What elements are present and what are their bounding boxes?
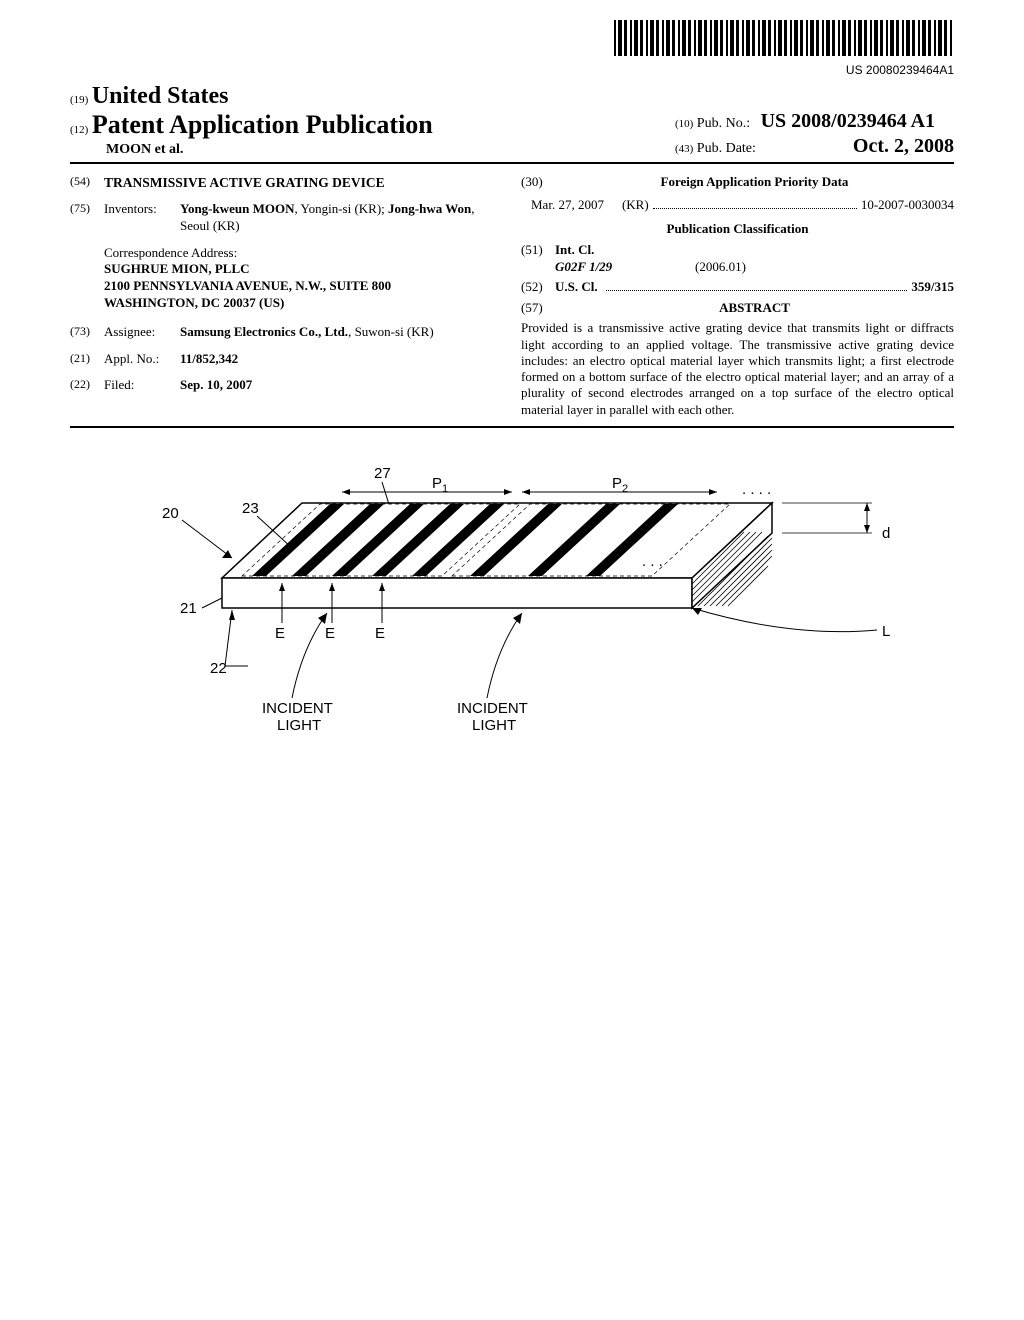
figure-svg: 27 P1 P2 . . . . [92,458,932,758]
assignee-value: Samsung Electronics Co., Ltd., Suwon-si … [180,324,503,341]
corr-l2: 2100 PENNSYLVANIA AVENUE, N.W., SUITE 80… [104,278,503,295]
incident-light-2: INCIDENT LIGHT [457,613,528,734]
corr-l1: SUGHRUE MION, PLLC [104,261,503,278]
uscl-label: U.S. Cl. [555,279,598,296]
code-75: (75) [70,201,104,234]
code-19: (19) [70,94,88,106]
barcode-block [70,20,954,61]
ref-22: 22 [210,660,227,677]
corr-l3: WASHINGTON, DC 20037 (US) [104,295,503,312]
filed-label: Filed: [104,377,180,394]
dotfill [653,197,857,208]
code-43: (43) [675,143,693,155]
header: (19) United States (12) Patent Applicati… [70,83,954,164]
svg-text:E: E [375,625,385,642]
svg-text:E: E [325,625,335,642]
barcode-number: US 20080239464A1 [70,63,954,77]
authors: MOON et al. [106,142,433,158]
inventors-value: Yong-kweun MOON, Yongin-si (KR); Jong-hw… [180,201,503,234]
pubdate-line: (43) Pub. Date: Oct. 2, 2008 [675,135,954,158]
priority-cc: (KR) [622,197,649,214]
biblio-columns: (54) TRANSMISSIVE ACTIVE GRATING DEVICE … [70,174,954,428]
code-22: (22) [70,377,104,394]
svg-text:LIGHT: LIGHT [277,717,321,734]
barcode-graphic [614,20,954,56]
intcl-year: (2006.01) [695,259,746,276]
patent-page: US 20080239464A1 (19) United States (12)… [0,0,1024,1320]
right-column: (30) Foreign Application Priority Data M… [521,174,954,418]
priority-date: Mar. 27, 2007 [531,197,604,214]
pubdate-label: Pub. Date: [697,141,756,156]
correspondence: Correspondence Address: SUGHRUE MION, PL… [104,245,503,313]
corr-header: Correspondence Address: [104,245,503,262]
abstract-text: Provided is a transmissive active gratin… [521,320,954,418]
dots-mid: . . . [642,553,663,570]
code-12: (12) [70,124,88,136]
pubno: US 2008/0239464 A1 [761,110,935,132]
title: TRANSMISSIVE ACTIVE GRATING DEVICE [104,174,503,191]
left-column: (54) TRANSMISSIVE ACTIVE GRATING DEVICE … [70,174,503,418]
inventors-label: Inventors: [104,201,180,234]
applno-value: 11/852,342 [180,351,503,368]
field-57: (57) ABSTRACT [521,300,954,317]
header-right: (10) Pub. No.: US 2008/0239464 A1 (43) P… [675,110,954,158]
field-54: (54) TRANSMISSIVE ACTIVE GRATING DEVICE [70,174,503,191]
field-75: (75) Inventors: Yong-kweun MOON, Yongin-… [70,201,503,234]
intcl-row: G02F 1/29 (2006.01) [555,259,954,276]
assignee-label: Assignee: [104,324,180,341]
code-30: (30) [521,174,555,191]
header-left: (19) United States (12) Patent Applicati… [70,83,433,158]
filed-value: Sep. 10, 2007 [180,377,503,394]
country: United States [92,83,229,109]
code-54: (54) [70,174,104,191]
ref-23: 23 [242,500,259,517]
field-22: (22) Filed: Sep. 10, 2007 [70,377,503,394]
field-73: (73) Assignee: Samsung Electronics Co., … [70,324,503,341]
figure: 27 P1 P2 . . . . [70,458,954,758]
ref-27: 27 [374,465,391,482]
priority-num: 10-2007-0030034 [861,197,954,214]
dots-top: . . . . [742,481,771,498]
svg-text:INCIDENT: INCIDENT [457,700,528,717]
svg-text:INCIDENT: INCIDENT [262,700,333,717]
svg-text:E: E [275,625,285,642]
dotfill-2 [606,280,908,291]
intcl-label: Int. Cl. [555,242,594,259]
pubdate: Oct. 2, 2008 [853,135,954,157]
code-57: (57) [521,300,555,317]
uscl-value: 359/315 [911,279,954,296]
code-21: (21) [70,351,104,368]
code-10: (10) [675,118,693,130]
pubno-line: (10) Pub. No.: US 2008/0239464 A1 [675,110,954,133]
pubno-label: Pub. No.: [697,116,750,131]
inventor-1: Yong-kweun MOON [180,201,295,216]
code-73: (73) [70,324,104,341]
assignee-name: Samsung Electronics Co., Ltd. [180,324,348,339]
pubclass-header: Publication Classification [521,221,954,238]
svg-text:LIGHT: LIGHT [472,717,516,734]
pub-type-line: (12) Patent Application Publication [70,110,433,140]
l-label: L [882,623,890,640]
applno-label: Appl. No.: [104,351,180,368]
code-52: (52) [521,279,555,296]
assignee-loc: , Suwon-si (KR) [348,324,434,339]
inventor-2: Jong-hwa Won [388,201,471,216]
pub-type: Patent Application Publication [92,110,433,139]
foreign-priority-header: Foreign Application Priority Data [555,174,954,191]
field-21: (21) Appl. No.: 11/852,342 [70,351,503,368]
ref-21: 21 [180,600,197,617]
field-52: (52) U.S. Cl. 359/315 [521,279,954,296]
intcl-class: G02F 1/29 [555,259,695,276]
abstract-header: ABSTRACT [555,300,954,317]
country-line: (19) United States [70,83,433,110]
priority-row: Mar. 27, 2007 (KR) 10-2007-0030034 [531,197,954,214]
code-51: (51) [521,242,555,259]
d-label: d [882,525,890,542]
field-30: (30) Foreign Application Priority Data [521,174,954,191]
field-51: (51) Int. Cl. [521,242,954,259]
inventor-1-loc: , Yongin-si (KR); [295,201,389,216]
ref-20: 20 [162,505,179,522]
incident-light-1: INCIDENT LIGHT [262,613,333,734]
